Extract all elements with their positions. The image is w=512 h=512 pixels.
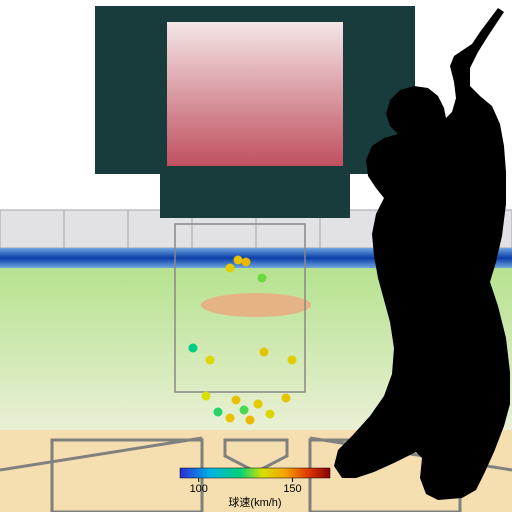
pitch-marker	[240, 406, 249, 415]
pitch-marker	[206, 356, 215, 365]
pitch-marker	[226, 414, 235, 423]
pitch-marker	[266, 410, 275, 419]
legend-tick: 150	[283, 483, 301, 495]
pitch-marker	[242, 258, 251, 267]
pitch-marker	[260, 348, 269, 357]
legend-label: 球速(km/h)	[228, 495, 281, 509]
pitch-marker	[246, 416, 255, 425]
pitch-marker	[254, 400, 263, 409]
pitch-location-chart: 100 150球速(km/h)	[0, 0, 512, 512]
pitch-marker	[258, 274, 267, 283]
pitch-marker	[282, 394, 291, 403]
pitch-marker	[189, 344, 198, 353]
pitch-marker	[226, 264, 235, 273]
legend-bar	[180, 468, 330, 478]
chart-svg: 100 150球速(km/h)	[0, 0, 512, 512]
pitch-marker	[288, 356, 297, 365]
pitch-marker	[232, 396, 241, 405]
pitch-marker	[214, 408, 223, 417]
pitch-marker	[234, 256, 243, 265]
legend-tick: 100	[190, 483, 208, 495]
pitch-marker	[202, 392, 211, 401]
